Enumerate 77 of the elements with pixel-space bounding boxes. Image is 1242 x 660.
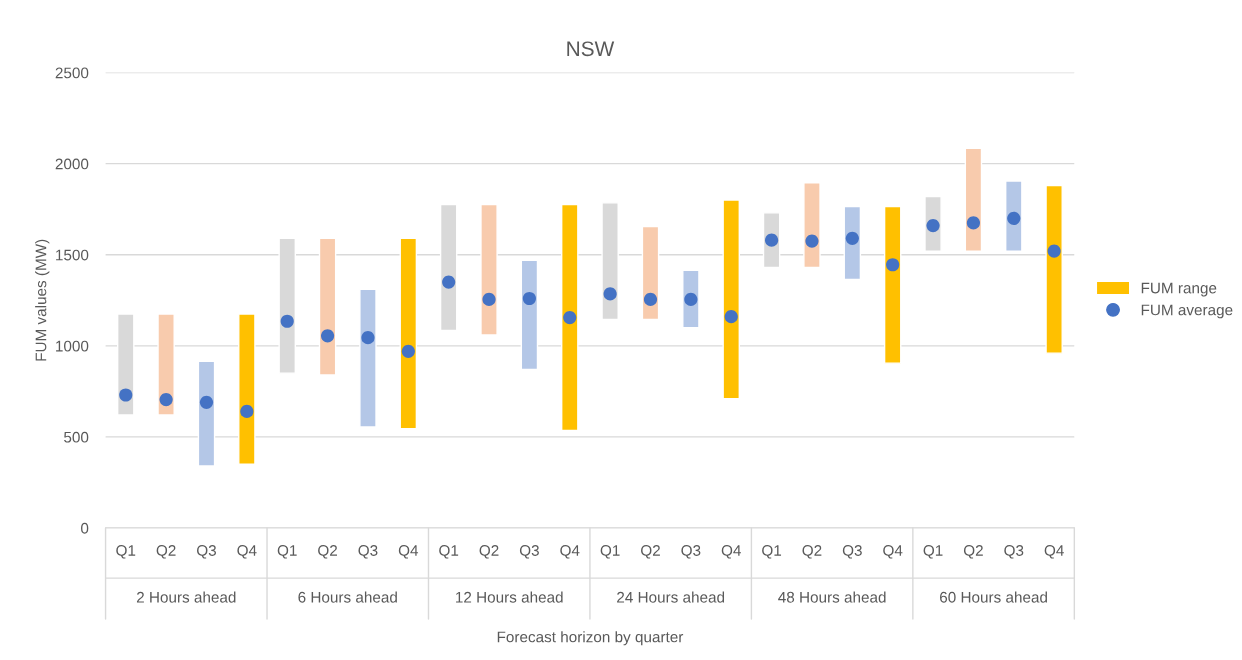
bar [1045,184,1063,354]
text: 6 Hours ahead [298,591,397,603]
x-tick-label: Q4 [721,545,741,559]
legend-label: FUM average [1141,304,1233,319]
x-tick-label: Q4 [237,545,257,559]
y-tick-label: 1500 [56,249,89,261]
x-tick-label: Q4 [398,545,419,559]
bar [560,203,579,432]
point [724,310,738,324]
x-tick-label: Q2 [641,545,660,559]
legend-label: FUM range [1141,282,1217,297]
text: 48 Hours ahead [778,591,886,603]
point [482,292,496,306]
y-axis-title: FUM values (MW) [35,239,50,361]
point [401,344,415,358]
y-tick-label: 2500 [55,67,89,79]
bar [157,313,175,416]
bar [238,313,256,465]
y-tick-label: 500 [64,431,89,443]
bar [520,259,539,371]
bar [964,147,983,252]
point [563,311,577,325]
x-tick-label: Q1 [923,545,943,559]
x-tick-label: Q2 [156,545,176,559]
point [1007,211,1021,225]
text: 2 Hours ahead [136,591,236,603]
bar [883,205,902,364]
point [320,329,335,343]
x-tick-label: Q1 [439,545,459,559]
x-tick-label: Q1 [600,545,620,559]
y-tick-label: 1000 [56,340,89,352]
x-tick-label: Q3 [842,545,862,559]
point [159,392,173,407]
bar [722,199,740,400]
point [845,231,859,245]
x-tick-label: Q3 [681,545,701,559]
point [442,275,456,289]
bar [480,203,498,336]
point [240,404,254,419]
x-tick-label: Q4 [883,545,903,559]
x-tick-label: Q4 [560,545,580,559]
x-tick-label: Q3 [197,545,216,559]
point [280,314,294,328]
y-tick-label: 2000 [55,158,89,170]
x-tick-label: Q1 [277,545,297,559]
point [361,331,375,345]
point [1047,244,1061,258]
x-tick-label: Q2 [802,545,822,559]
y-tick-label: 0 [81,522,89,534]
bar [197,360,216,467]
chart-title: NSW [567,41,615,57]
point [886,258,900,272]
bar [318,237,337,376]
point [643,292,658,306]
point [805,234,819,248]
x-tick-label: Q2 [963,545,983,559]
bar [803,182,821,269]
bar [641,225,660,321]
bar [359,288,377,428]
x-tick-label: Q2 [479,545,499,559]
x-tick-label: Q3 [1004,545,1024,559]
x-tick-label: Q3 [358,545,378,559]
x-tick-label: Q4 [1044,545,1064,559]
point [603,287,617,301]
x-tick-label: Q2 [318,545,337,559]
text: 24 Hours ahead [617,591,725,603]
x-axis-title: Forecast horizon by quarter [497,631,684,646]
x-tick-label: Q3 [519,545,539,559]
text: 60 Hours ahead [940,591,1047,603]
point [966,216,981,230]
bar [399,237,418,430]
point [522,291,536,306]
text: 12 Hours ahead [456,591,563,603]
x-tick-label: Q1 [762,545,782,559]
point [119,388,133,402]
point [199,395,214,409]
x-tick-label: Q1 [116,545,136,559]
